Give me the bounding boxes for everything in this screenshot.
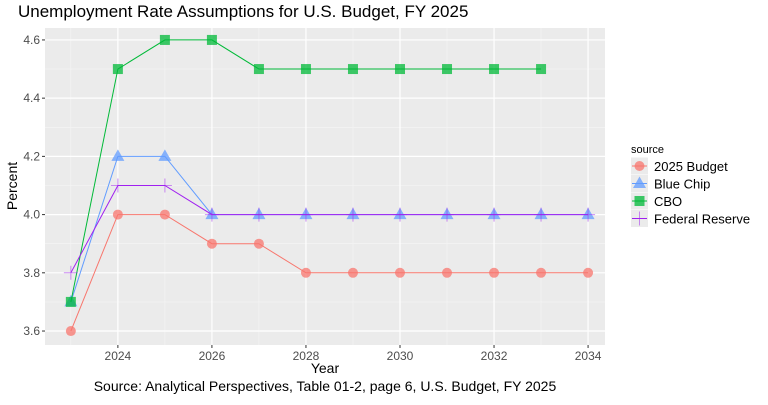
data-point-2025-budget bbox=[347, 267, 358, 278]
x-tick-label: 2032 bbox=[481, 349, 508, 363]
y-tick-label: 3.8 bbox=[23, 266, 40, 280]
data-point-federal-reserve bbox=[298, 207, 313, 222]
data-point-2025-budget bbox=[489, 267, 500, 278]
data-point-federal-reserve bbox=[110, 178, 125, 193]
data-point-cbo bbox=[347, 64, 358, 75]
data-point-cbo bbox=[536, 64, 547, 75]
data-point-blue-chip bbox=[158, 149, 172, 161]
data-point-cbo bbox=[112, 64, 123, 75]
data-point-cbo bbox=[253, 64, 264, 75]
y-tick-label: 4.2 bbox=[23, 149, 40, 163]
data-point-2025-budget bbox=[442, 267, 453, 278]
legend-label-federal-reserve: Federal Reserve bbox=[654, 212, 750, 227]
data-point-cbo bbox=[442, 64, 453, 75]
data-point-cbo bbox=[300, 64, 311, 75]
data-point-2025-budget bbox=[112, 209, 123, 220]
chart-title: Unemployment Rate Assumptions for U.S. B… bbox=[18, 2, 468, 21]
series-2025-budget bbox=[65, 209, 594, 337]
series-line-2025-budget bbox=[70, 214, 589, 332]
legend-label-cbo: CBO bbox=[654, 194, 682, 209]
series-federal-reserve bbox=[63, 178, 596, 280]
data-point-federal-reserve bbox=[392, 207, 407, 222]
data-point-cbo bbox=[206, 34, 217, 45]
data-point-2025-budget bbox=[206, 238, 217, 249]
data-point-federal-reserve bbox=[487, 207, 502, 222]
legend-label-blue-chip: Blue Chip bbox=[654, 177, 710, 192]
data-point-federal-reserve bbox=[251, 207, 266, 222]
series-line-federal-reserve bbox=[70, 184, 589, 274]
x-axis-label: Year bbox=[311, 360, 340, 376]
data-point-federal-reserve bbox=[440, 207, 455, 222]
x-tick-label: 2034 bbox=[575, 349, 602, 363]
data-point-2025-budget bbox=[583, 267, 594, 278]
data-point-blue-chip bbox=[111, 149, 125, 161]
data-point-2025-budget bbox=[159, 209, 170, 220]
y-tick-label: 4.6 bbox=[23, 33, 40, 47]
x-tick-label: 2028 bbox=[293, 349, 320, 363]
legend-marker-2025-budget bbox=[634, 161, 645, 171]
data-point-cbo bbox=[159, 34, 170, 45]
data-point-federal-reserve bbox=[345, 207, 360, 222]
legend-title: source bbox=[631, 144, 664, 156]
legend: source 2025 Budget Blue Chip CBO Federal Re… bbox=[631, 144, 750, 227]
legend-marker-blue-chip bbox=[633, 176, 646, 188]
data-point-2025-budget bbox=[536, 267, 547, 278]
series-cbo bbox=[65, 34, 547, 307]
data-point-2025-budget bbox=[253, 238, 264, 249]
data-point-federal-reserve bbox=[581, 207, 596, 222]
data-point-federal-reserve bbox=[204, 207, 219, 222]
data-point-2025-budget bbox=[65, 326, 76, 337]
data-point-2025-budget bbox=[300, 267, 311, 278]
y-tick-label: 4.4 bbox=[23, 91, 40, 105]
caption: Source: Analytical Perspectives, Table 0… bbox=[94, 378, 557, 394]
data-point-cbo bbox=[65, 296, 76, 307]
data-point-federal-reserve bbox=[157, 178, 172, 193]
plot-panel bbox=[45, 28, 605, 345]
y-tick-label: 4.0 bbox=[23, 208, 40, 222]
legend-marker-cbo bbox=[634, 196, 645, 206]
data-point-2025-budget bbox=[394, 267, 405, 278]
x-tick-label: 2024 bbox=[105, 349, 132, 363]
data-point-cbo bbox=[394, 64, 405, 75]
y-axis-label: Percent bbox=[4, 162, 20, 210]
data-point-cbo bbox=[489, 64, 500, 75]
data-point-federal-reserve bbox=[534, 207, 549, 222]
y-tick-label: 3.6 bbox=[23, 324, 40, 338]
x-tick-label: 2030 bbox=[387, 349, 414, 363]
legend-label-2025-budget: 2025 Budget bbox=[654, 159, 728, 174]
data-point-federal-reserve bbox=[63, 265, 78, 280]
x-tick-label: 2026 bbox=[199, 349, 226, 363]
legend-marker-federal-reserve bbox=[632, 211, 647, 226]
